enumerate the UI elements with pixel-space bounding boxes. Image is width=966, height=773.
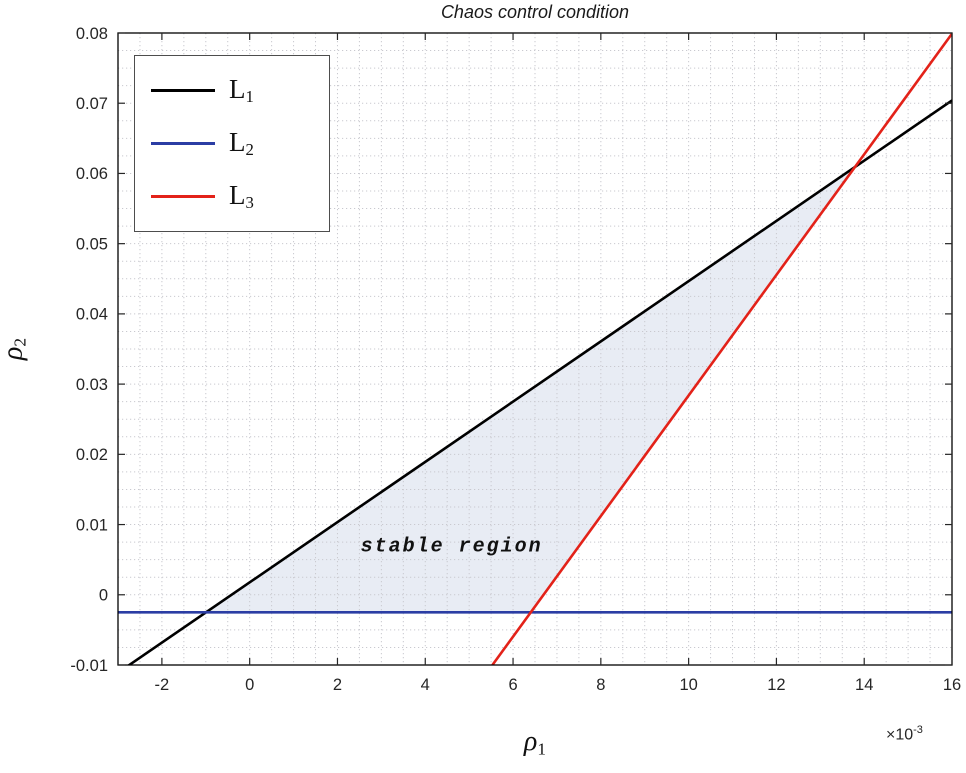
svg-text:0.06: 0.06 <box>76 165 108 183</box>
axes-box <box>117 32 953 666</box>
legend-item-L2: L2 <box>151 126 329 159</box>
svg-text:8: 8 <box>596 676 605 694</box>
svg-text:0: 0 <box>99 587 108 605</box>
x-axis-exponent: ×10-3 <box>886 724 923 744</box>
svg-text:16: 16 <box>943 676 961 694</box>
series-line-L3 <box>491 33 952 665</box>
legend-line-sample-L1 <box>151 89 215 92</box>
chart-title: Chaos control condition <box>440 2 630 22</box>
legend-item-L3: L3 <box>151 179 329 212</box>
legend-line-sample-L2 <box>151 142 215 145</box>
svg-text:12: 12 <box>767 676 785 694</box>
y-axis-label: ρ2 <box>0 337 30 361</box>
legend-label-L1: L1 <box>229 73 254 106</box>
svg-text:10: 10 <box>679 676 697 694</box>
svg-text:0.01: 0.01 <box>76 516 108 534</box>
svg-text:0.08: 0.08 <box>76 25 108 43</box>
series-lines <box>118 33 952 665</box>
y-tick-labels: -0.01 0 0.01 0.02 0.03 0.04 0.05 0.06 0.07 0.08 <box>70 25 108 675</box>
legend-item-L1: L1 <box>151 73 329 106</box>
svg-text:0.07: 0.07 <box>76 95 108 113</box>
stable-region-annotation: stable region <box>360 535 543 559</box>
svg-text:0.04: 0.04 <box>76 306 108 324</box>
legend: L1 L2 L3 <box>134 55 330 232</box>
svg-text:-2: -2 <box>155 676 170 694</box>
svg-text:2: 2 <box>333 676 342 694</box>
legend-label-L3: L3 <box>229 179 254 212</box>
legend-line-sample-L3 <box>151 195 215 198</box>
svg-text:0.05: 0.05 <box>76 235 108 253</box>
legend-label-L2: L2 <box>229 126 254 159</box>
svg-text:0.03: 0.03 <box>76 376 108 394</box>
x-axis-label: ρ1 <box>523 726 547 759</box>
series-line-L1 <box>126 99 952 665</box>
x-tick-labels: -2 0 2 4 6 8 10 12 14 16 <box>155 676 962 694</box>
grid-lines <box>118 33 952 665</box>
svg-text:-0.01: -0.01 <box>70 657 108 675</box>
svg-text:0.02: 0.02 <box>76 446 108 464</box>
svg-text:0: 0 <box>245 676 254 694</box>
tick-marks <box>118 32 953 666</box>
svg-text:14: 14 <box>855 676 873 694</box>
svg-text:6: 6 <box>508 676 517 694</box>
svg-text:4: 4 <box>421 676 430 694</box>
